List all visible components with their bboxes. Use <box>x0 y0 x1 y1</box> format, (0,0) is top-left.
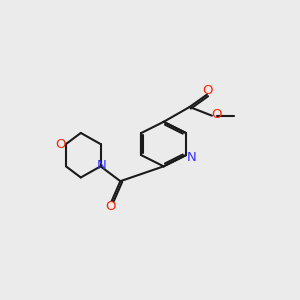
Text: O: O <box>106 200 116 213</box>
Text: N: N <box>187 151 196 164</box>
Text: O: O <box>202 84 213 97</box>
Text: O: O <box>211 108 222 121</box>
Text: N: N <box>97 159 106 172</box>
Text: O: O <box>55 138 66 151</box>
